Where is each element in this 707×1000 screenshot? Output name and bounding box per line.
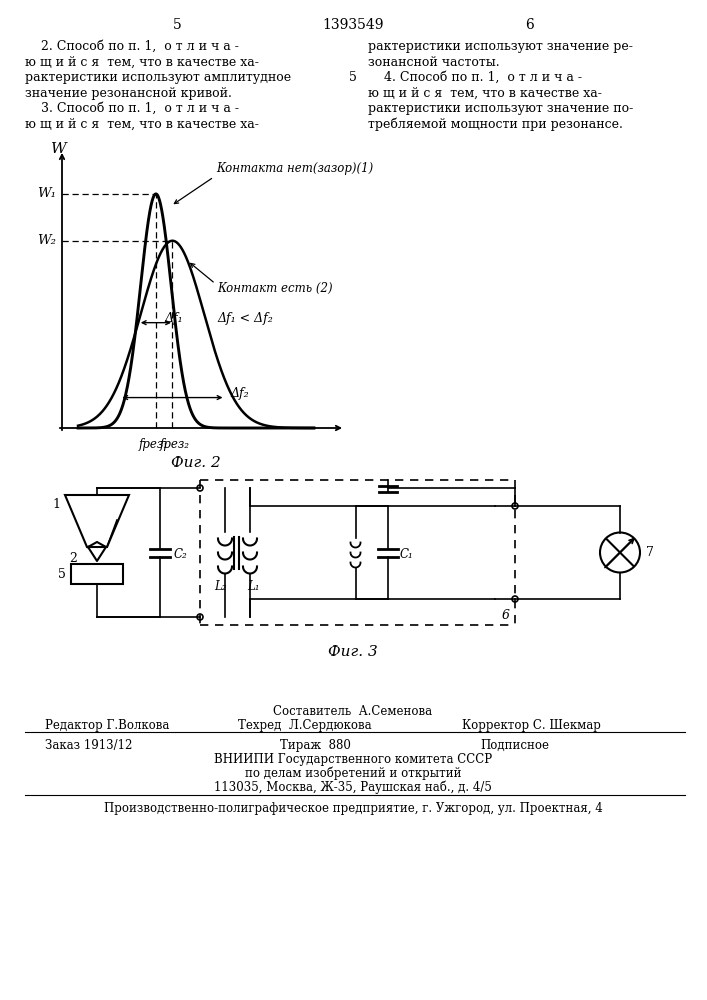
Text: 7: 7 [646,546,654,559]
Circle shape [512,596,518,602]
Text: 1393549: 1393549 [322,18,384,32]
Text: 6: 6 [502,609,510,622]
Text: ю щ и й с я  тем, что в качестве ха-: ю щ и й с я тем, что в качестве ха- [25,55,259,68]
Text: Составитель  А.Семенова: Составитель А.Семенова [274,705,433,718]
Text: fрез₂: fрез₂ [159,438,189,451]
Text: рактеристики используют значение ре-: рактеристики используют значение ре- [368,40,633,53]
Text: ю щ и й с я  тем, что в качестве ха-: ю щ и й с я тем, что в качестве ха- [25,117,259,130]
Text: Фиг. 3: Фиг. 3 [328,645,378,659]
Bar [71,564,123,584]
Text: Тираж  880: Тираж 880 [280,739,351,752]
Text: по делам изобретений и открытий: по делам изобретений и открытий [245,767,461,780]
Circle shape [197,485,203,491]
Text: Техред  Л.Сердюкова: Техред Л.Сердюкова [238,719,372,732]
Text: Δf₂: Δf₂ [230,387,249,400]
Text: Редактор Г.Волкова: Редактор Г.Волкова [45,719,170,732]
Text: Δf₁: Δf₁ [164,312,182,325]
Text: Корректор С. Шекмар: Корректор С. Шекмар [462,719,601,732]
Text: 113035, Москва, Ж-35, Раушская наб., д. 4/5: 113035, Москва, Ж-35, Раушская наб., д. … [214,781,492,794]
Text: 5: 5 [349,71,357,84]
Text: Производственно-полиграфическое предприятие, г. Ужгород, ул. Проектная, 4: Производственно-полиграфическое предприя… [104,802,602,815]
Text: ю щ и й с я  тем, что в качестве ха-: ю щ и й с я тем, что в качестве ха- [368,87,602,100]
Text: W: W [51,142,67,156]
Text: Подписное: Подписное [480,739,549,752]
Text: 5: 5 [58,568,66,580]
Text: требляемой мощности при резонансе.: требляемой мощности при резонансе. [368,117,623,131]
Text: значение резонансной кривой.: значение резонансной кривой. [25,87,232,100]
Text: ВНИИПИ Государственного комитета СССР: ВНИИПИ Государственного комитета СССР [214,753,492,766]
Circle shape [512,503,518,509]
Text: C₁: C₁ [399,548,414,561]
Text: C₂: C₂ [174,548,188,561]
Text: рактеристики используют амплитудное: рактеристики используют амплитудное [25,71,291,84]
Text: 3. Способ по п. 1,  о т л и ч а -: 3. Способ по п. 1, о т л и ч а - [25,102,239,115]
Text: 1: 1 [52,498,60,511]
Text: fрез₁: fрез₁ [139,438,169,451]
Text: L₂: L₂ [214,580,226,593]
Text: 5: 5 [173,18,182,32]
Text: рактеристики используют значение по-: рактеристики используют значение по- [368,102,633,115]
Text: W₁: W₁ [37,187,56,200]
Text: зонансной частоты.: зонансной частоты. [368,55,500,68]
Text: Δf₁ < Δf₂: Δf₁ < Δf₂ [218,312,273,325]
Text: L₁: L₁ [247,580,259,593]
Text: 4. Способ по п. 1,  о т л и ч а -: 4. Способ по п. 1, о т л и ч а - [368,71,582,84]
Text: Контакт есть (2): Контакт есть (2) [218,282,333,295]
Text: Заказ 1913/12: Заказ 1913/12 [45,739,132,752]
Text: 6: 6 [525,18,534,32]
Text: Фиг. 2: Фиг. 2 [171,456,221,470]
Text: W₂: W₂ [37,234,56,247]
Text: Контакта нет(зазор)(1): Контакта нет(зазор)(1) [216,162,373,175]
Text: 2: 2 [69,552,77,566]
Text: 2. Способ по п. 1,  о т л и ч а -: 2. Способ по п. 1, о т л и ч а - [25,40,239,53]
Circle shape [197,614,203,620]
